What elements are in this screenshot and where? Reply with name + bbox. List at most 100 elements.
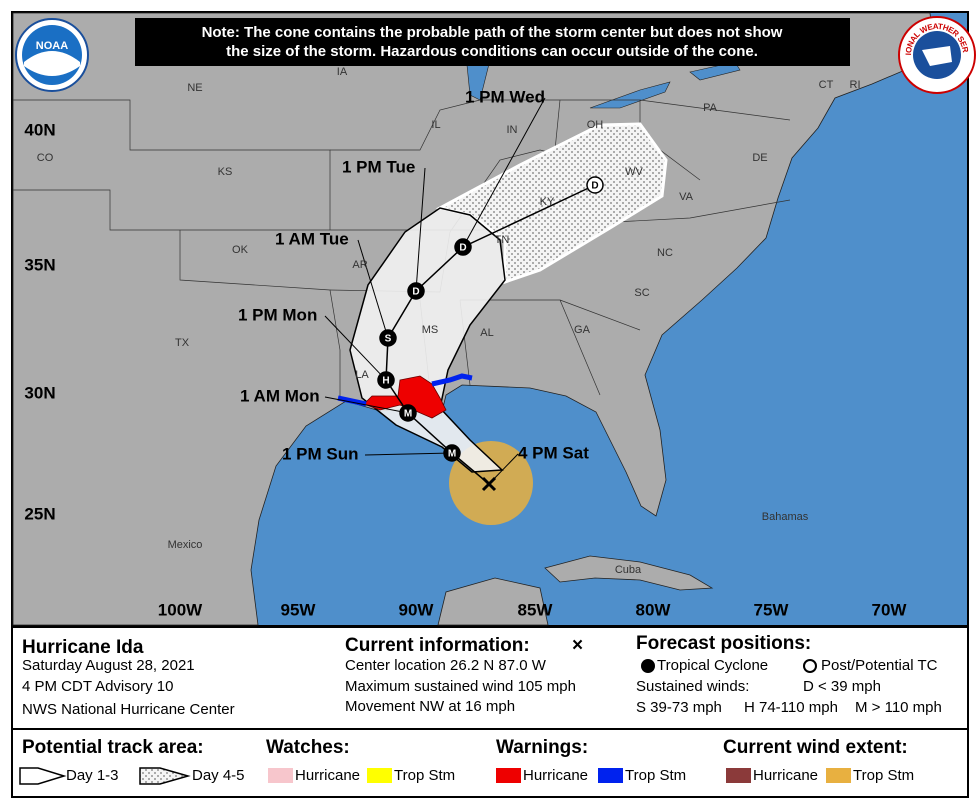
forecast-overlay: 4 PM Sat 1 PM Sun M 1 AM Mon M 1 PM Mon H 1 AM … [238, 87, 668, 525]
forecast-point [586, 176, 604, 194]
place-label: TN [495, 234, 510, 246]
legend-swatch [826, 768, 851, 783]
place-label: NC [657, 247, 673, 259]
lon-label: 100W [158, 600, 203, 619]
leader-line [324, 315, 387, 381]
forecast-time: 1 PM Wed [465, 87, 545, 106]
post-icon [803, 659, 817, 673]
lat-label: 40N [24, 120, 55, 139]
legend-item: Hurricane [753, 767, 818, 784]
place-label: KS [218, 166, 233, 178]
place-label: LA [355, 369, 369, 381]
legend-title: Warnings: [496, 737, 588, 758]
lon-label: 90W [399, 600, 435, 619]
lon-label: 85W [518, 600, 554, 619]
trop-stm-warning [337, 395, 367, 407]
note-line: the size of the storm. Hazardous conditi… [226, 43, 758, 60]
forecast-point [454, 238, 472, 256]
forecast-symbol: H [382, 376, 389, 387]
legend-item: Trop Stm [394, 767, 455, 784]
post-label: Post/Potential TC [821, 657, 938, 674]
place-label: KY [540, 196, 555, 208]
place-label: Mexico [168, 539, 203, 551]
current-line: Movement NW at 16 mph [345, 698, 515, 715]
forecast-symbol: M [448, 449, 456, 460]
forecast-symbol: M [404, 409, 412, 420]
tropical-icon [641, 659, 655, 673]
legend-swatch [496, 768, 521, 783]
day13-icon [19, 767, 67, 785]
forecast-symbol: D [459, 243, 466, 254]
wind-class: H 74-110 mph [744, 699, 838, 716]
legend-swatch [268, 768, 293, 783]
storm-name: Hurricane Ida [22, 637, 144, 658]
lat-label: 25N [24, 504, 55, 523]
wind-class: D < 39 mph [803, 678, 881, 695]
place-label: Bahamas [762, 511, 809, 523]
leader-line [415, 167, 426, 292]
forecast-point [377, 371, 395, 389]
note-line: Note: The cone contains the probable pat… [202, 24, 783, 41]
forecast-time: 1 AM Tue [275, 229, 349, 248]
place-label: WV [625, 166, 643, 178]
forecast-time: 1 AM Mon [240, 386, 320, 405]
place-label: MS [422, 324, 439, 336]
place-label: CT [819, 79, 834, 91]
trop-stm-warning [431, 373, 473, 387]
forecast-time: 1 PM Sun [282, 444, 359, 463]
noaa-logo: NOAA [15, 18, 89, 92]
forecast-title: Forecast positions: [636, 633, 811, 654]
place-label: Cuba [615, 564, 642, 576]
place-label: IL [431, 119, 440, 131]
forecast-point [407, 282, 425, 300]
place-label: IA [337, 66, 348, 78]
place-label: PA [703, 102, 718, 114]
place-label: TX [175, 337, 190, 349]
forecast-time: 1 PM Tue [342, 157, 415, 176]
current-line: Maximum sustained wind 105 mph [345, 678, 576, 695]
tropical-label: Tropical Cyclone [657, 657, 768, 674]
place-label: DE [752, 152, 767, 164]
wind-class: S 39-73 mph [636, 699, 722, 716]
lat-label: 35N [24, 255, 55, 274]
legend-swatch [367, 768, 392, 783]
wind-class: M > 110 mph [855, 699, 942, 716]
place-label: GA [574, 324, 591, 336]
legend-item: Trop Stm [853, 767, 914, 784]
place-label: OH [587, 119, 604, 131]
lat-label: 30N [24, 383, 55, 402]
legend-title: Potential track area: [22, 737, 204, 758]
forecast-time: 4 PM Sat [518, 443, 589, 462]
forecast-point [379, 329, 397, 347]
place-label: OK [232, 244, 249, 256]
place-label: AR [352, 259, 367, 271]
place-label: SC [634, 287, 649, 299]
place-label: RI [850, 79, 861, 91]
legend-title: Current wind extent: [723, 737, 908, 758]
leader-line [462, 97, 546, 248]
place-label: AL [480, 327, 493, 339]
track-line [385, 184, 596, 485]
day45-icon [139, 767, 191, 785]
current-line: Center location 26.2 N 87.0 W [345, 657, 547, 674]
cuba [544, 555, 714, 591]
lon-label: 75W [754, 600, 790, 619]
current-position [481, 476, 497, 492]
forecast-symbol: S [385, 334, 392, 345]
place-label: CO [37, 152, 54, 164]
forecast-time: 1 PM Mon [238, 305, 317, 324]
legend-title: Watches: [266, 737, 350, 758]
note-box: Note: The cone contains the probable pat… [135, 18, 850, 66]
place-label: NE [187, 82, 202, 94]
winds-label: Sustained winds: [636, 678, 749, 695]
noaa-text: NOAA [36, 40, 68, 52]
forecast-symbol: D [412, 287, 419, 298]
legend-item: Day 1-3 [66, 767, 119, 784]
legend-swatch [598, 768, 623, 783]
leader-line [364, 452, 453, 456]
current-symbol: × [572, 635, 583, 656]
lon-label: 95W [281, 600, 317, 619]
forecast-symbol: D [591, 181, 598, 192]
